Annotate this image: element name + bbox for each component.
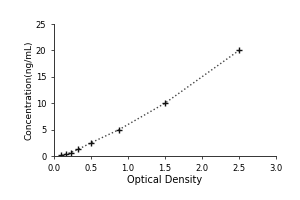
X-axis label: Optical Density: Optical Density <box>128 175 202 185</box>
Y-axis label: Concentration(ng/mL): Concentration(ng/mL) <box>24 40 33 140</box>
